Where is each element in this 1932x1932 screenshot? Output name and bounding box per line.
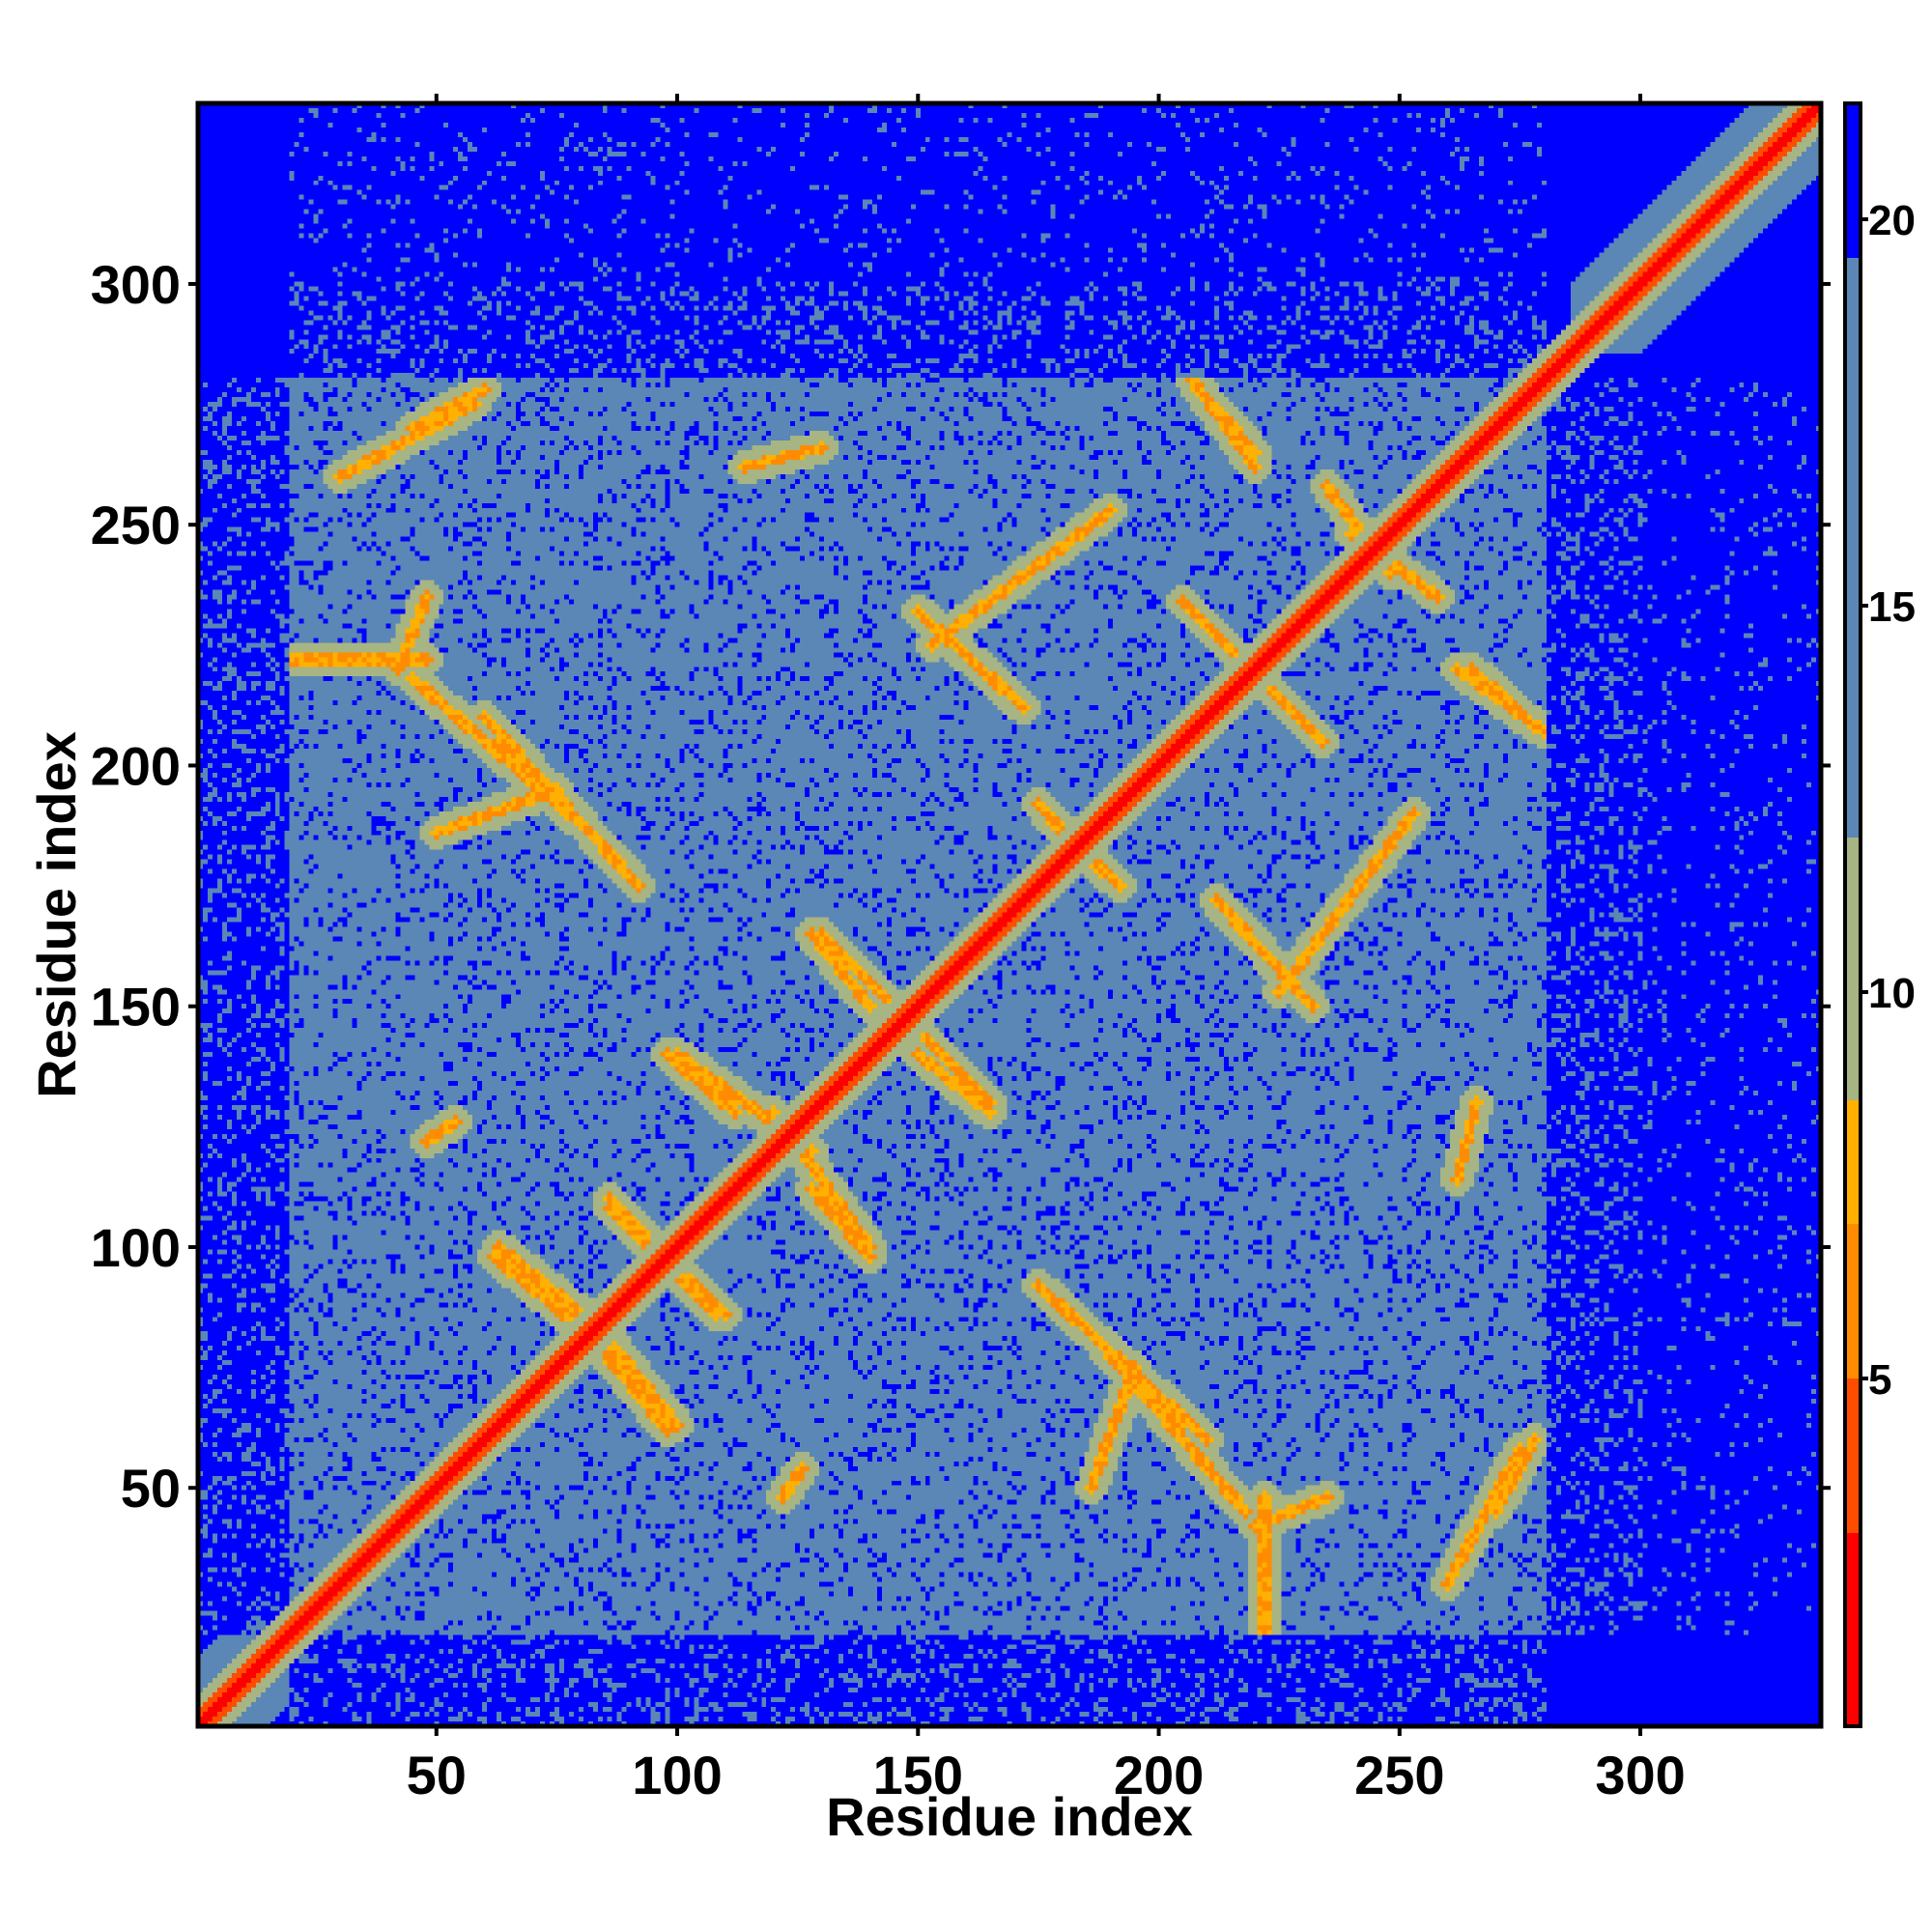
colorbar-frame <box>1843 101 1862 1728</box>
heatmap-image <box>198 103 1821 1726</box>
x-tick-label: 50 <box>407 1745 467 1805</box>
colorbar-segment <box>1845 838 1861 1100</box>
colorbar-tick-label: 15 <box>1868 583 1916 631</box>
colorbar-segment <box>1845 258 1861 838</box>
x-axis: 50 100 150 200 250 300 <box>407 94 1686 1805</box>
y-tick-label: 100 <box>91 1217 181 1278</box>
x-tick-label: 300 <box>1595 1745 1685 1805</box>
x-axis-title: Residue index <box>826 1786 1193 1847</box>
y-axis: 50 100 150 200 250 300 <box>91 254 1831 1519</box>
heatmap-cells <box>198 103 1821 1726</box>
y-tick-label: 300 <box>91 254 181 315</box>
y-tick-label: 200 <box>91 735 181 796</box>
colorbar-segment <box>1845 1378 1861 1533</box>
y-tick-label: 250 <box>91 495 181 555</box>
y-tick-label: 50 <box>121 1458 181 1519</box>
colorbar-tick-label: 20 <box>1868 197 1916 244</box>
colorbar-segment <box>1845 1100 1861 1224</box>
x-tick-label: 250 <box>1354 1745 1444 1805</box>
x-tick-label: 150 <box>873 1745 963 1805</box>
y-axis-title: Residue index <box>26 731 87 1098</box>
x-tick-label: 100 <box>632 1745 722 1805</box>
colorbar-segment <box>1845 103 1861 258</box>
x-tick-label: 200 <box>1114 1745 1204 1805</box>
colorbar: 5 10 15 20 <box>1843 101 1916 1728</box>
colorbar-segment <box>1845 1224 1861 1378</box>
y-tick-label: 150 <box>91 977 181 1037</box>
colorbar-tick-label: 5 <box>1868 1356 1891 1404</box>
plot-frame <box>195 100 1824 1729</box>
colorbar-segment <box>1845 1533 1861 1726</box>
colorbar-tick-label: 10 <box>1868 970 1916 1017</box>
